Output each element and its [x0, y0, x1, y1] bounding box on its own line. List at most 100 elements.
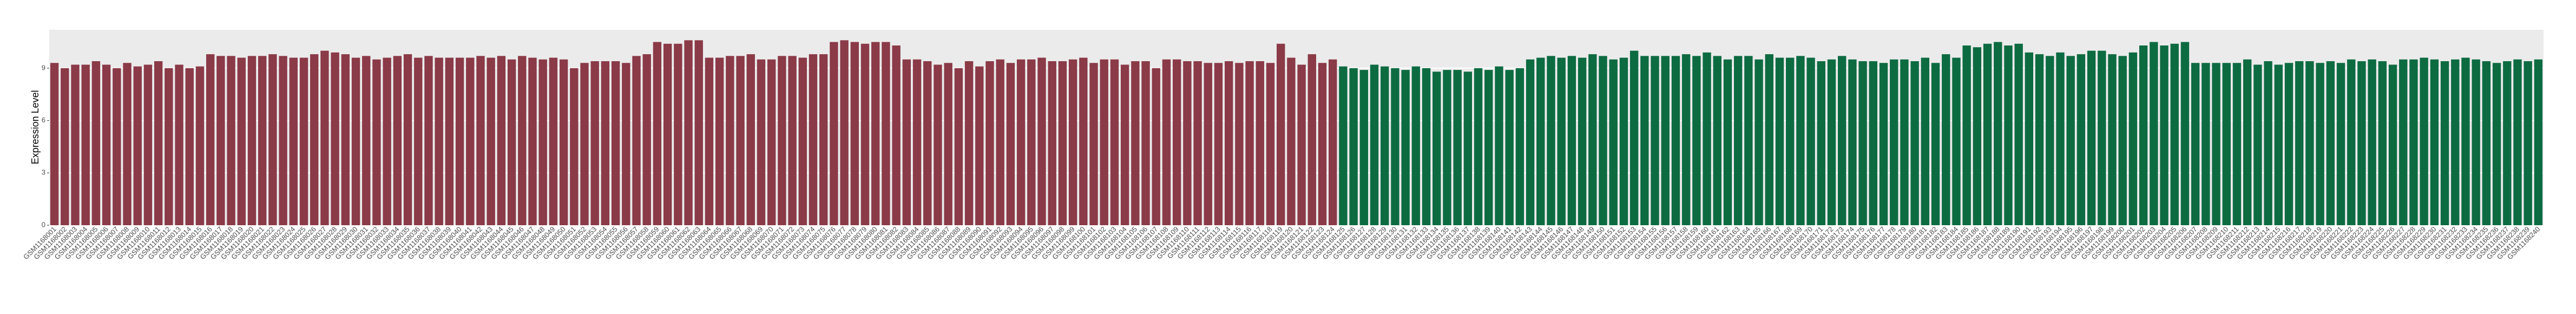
y-tick-label: 3	[42, 168, 45, 176]
bar	[1838, 56, 1846, 226]
bar	[310, 54, 319, 225]
bar	[2326, 61, 2335, 226]
bar	[1921, 57, 1930, 226]
bar	[580, 63, 589, 225]
bar	[2160, 45, 2168, 226]
bar	[2066, 56, 2075, 226]
bar	[1048, 61, 1056, 226]
bar	[902, 59, 911, 225]
bar	[185, 68, 194, 226]
y-tick-label: 9	[42, 63, 45, 71]
bar	[1681, 54, 1691, 225]
bar	[1277, 43, 1285, 226]
bar	[1703, 52, 1711, 225]
bar	[1786, 57, 1795, 226]
bar	[1256, 61, 1264, 226]
bar	[165, 68, 173, 226]
bar	[934, 64, 942, 225]
bar	[1411, 66, 1421, 225]
bar	[81, 64, 90, 225]
bar	[892, 45, 901, 226]
bar	[1994, 42, 2002, 225]
bar	[2420, 57, 2428, 226]
bar	[1640, 56, 1649, 226]
bar	[2295, 61, 2304, 226]
bar	[1245, 61, 1254, 226]
bar	[2316, 63, 2324, 225]
bar	[611, 61, 620, 226]
bar	[414, 57, 423, 226]
bar	[788, 56, 797, 226]
bar	[1588, 54, 1597, 225]
bar	[1692, 56, 1701, 226]
bar	[2357, 61, 2366, 226]
bar	[1515, 68, 1524, 226]
bar	[736, 56, 745, 226]
bar	[1619, 57, 1628, 226]
bar	[632, 56, 641, 226]
bar	[279, 56, 287, 226]
bar	[975, 66, 984, 225]
bar	[1349, 68, 1358, 226]
bar	[1193, 61, 1202, 226]
bar	[1131, 61, 1140, 226]
bar	[663, 43, 672, 226]
bar	[757, 59, 766, 225]
bar	[549, 57, 558, 226]
bar	[2503, 61, 2512, 226]
bar	[2274, 64, 2283, 225]
bar	[2232, 63, 2242, 225]
bar	[2180, 42, 2190, 225]
bar	[642, 54, 651, 225]
bar	[559, 59, 568, 225]
bar	[778, 56, 786, 226]
bar	[1973, 47, 1982, 225]
bar	[61, 68, 69, 226]
bar	[1162, 59, 1171, 225]
bar	[601, 61, 610, 226]
bar	[1609, 59, 1618, 225]
bar	[2534, 59, 2543, 225]
bar	[2087, 50, 2096, 225]
bar	[1661, 56, 1670, 226]
bar	[2139, 45, 2148, 226]
bar	[403, 54, 412, 225]
bar	[435, 57, 443, 226]
bar	[393, 56, 402, 226]
bar	[1381, 66, 1389, 225]
bar	[1443, 70, 1451, 226]
bar	[362, 56, 371, 226]
bar	[1629, 50, 1639, 225]
bar	[1547, 56, 1555, 226]
bar	[113, 68, 121, 226]
bar	[1869, 61, 1878, 226]
bar	[809, 54, 818, 225]
bar	[944, 63, 952, 225]
bar	[2461, 57, 2470, 226]
bar	[2451, 59, 2460, 225]
bar	[2212, 63, 2220, 225]
bar	[2524, 61, 2532, 226]
bar	[2243, 59, 2252, 225]
bar	[476, 56, 485, 226]
bar	[715, 57, 724, 226]
bar	[455, 57, 464, 226]
bar	[1172, 59, 1181, 225]
bar	[1723, 59, 1732, 225]
bar	[1422, 68, 1431, 226]
bar	[175, 64, 183, 225]
bar	[2191, 63, 2200, 225]
bar	[1713, 56, 1721, 226]
bar	[1141, 61, 1150, 226]
bar	[1671, 56, 1680, 226]
bar	[1120, 64, 1129, 225]
bar	[487, 57, 495, 226]
bar	[746, 54, 755, 225]
bar	[424, 56, 433, 226]
bar	[2004, 45, 2013, 226]
bar	[1817, 61, 1825, 226]
bar	[1287, 57, 1296, 226]
bar	[1058, 61, 1067, 226]
bar	[1858, 61, 1867, 226]
bar	[1463, 71, 1473, 225]
